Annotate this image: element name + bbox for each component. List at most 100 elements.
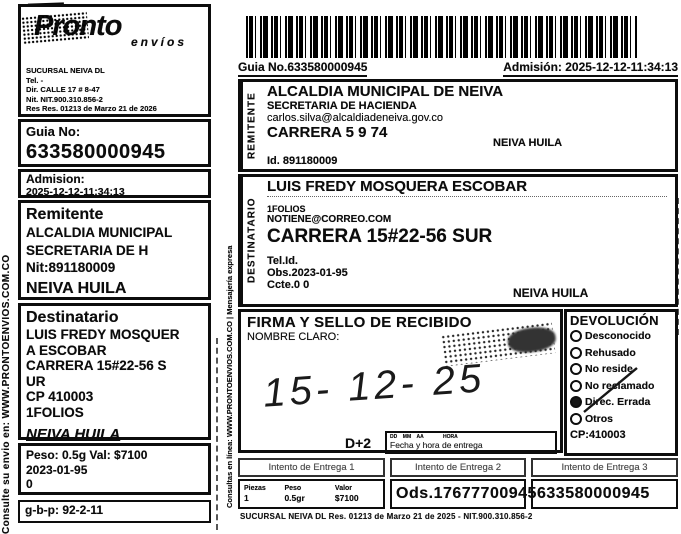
sender-name: ALCALDIA MUNICIPAL DE NEIVA: [267, 83, 504, 100]
recipient-title: Destinatario: [26, 309, 119, 326]
ods-number: Ods.17677700945: [396, 485, 537, 502]
return-title: DEVOLUCIÓN: [570, 313, 659, 328]
guia-number-box: Guia No: 633580000945: [18, 119, 211, 167]
recipient-name: LUIS FREDY MOSQUERA ESCOBAR: [267, 178, 667, 197]
recipient-obs: Obs.2023-01-95: [267, 267, 348, 279]
date-line: 2023-01-95: [26, 462, 88, 477]
admission-label: Admision:: [26, 172, 85, 186]
recipient-box-left: Destinatario LUIS FREDY MOSQUER A ESCOBA…: [18, 303, 211, 443]
sender-vertical-label: REMITENTE: [241, 82, 261, 169]
radio-icon: [570, 363, 582, 376]
guia-number-line: Guia No.633580000945: [238, 60, 368, 77]
zero-line: 0: [26, 477, 33, 491]
pieces-header: Piezas: [244, 485, 266, 492]
radio-icon: [570, 379, 582, 392]
signature-box: FIRMA Y SELLO DE RECIBIDO NOMBRE CLARO: …: [238, 309, 563, 454]
left-vertical-website-text: Consulte su envio en: WWW.PRONTOENVIOS.C…: [1, 254, 12, 534]
branch-info-box: Pronto envíos SUCURSAL NEIVA DL Tel. - D…: [18, 4, 211, 117]
guia-number-repeat: 633580000945: [537, 485, 650, 502]
handwritten-date: 15- 12- 25: [261, 356, 487, 416]
radio-icon: [570, 412, 582, 425]
footer-line: SUCURSAL NEIVA DL Res. 01213 de Marzo 21…: [240, 512, 533, 521]
sender-email: carlos.silva@alcaldiadeneiva.gov.co: [267, 112, 444, 124]
weight-value: 0.5gr: [284, 493, 305, 503]
return-option: Rehusado: [570, 345, 672, 362]
routing-code: g-b-p: 92-2-11: [25, 503, 104, 517]
attempt2-header: Intento de Entrega 2: [390, 458, 526, 477]
radio-checked-icon: [570, 396, 582, 409]
middle-vertical-website-text: Consultas en línea: WWW.PRONTOENVIOS.COM…: [225, 245, 234, 508]
recipient-city: NEIVA HUILA: [513, 286, 589, 300]
pieces-value: 1: [244, 493, 249, 503]
d-plus-2-label: D+2: [345, 435, 372, 451]
declared-value: $7100: [334, 493, 359, 503]
recipient-folios: 1FOLIOS: [267, 204, 306, 214]
branch-line: SUCURSAL NEIVA DL: [26, 66, 105, 75]
sender-line: ALCALDIA MUNICIPAL: [26, 225, 173, 240]
return-option-checked: Direc. Errada: [570, 394, 672, 411]
date-column-headers: DD MM AA HORA: [390, 434, 458, 440]
weight-header: Peso: [284, 485, 302, 492]
recipient-city: NEIVA HUILA: [26, 426, 121, 443]
sender-city: NEIVA HUILA: [493, 137, 563, 149]
recipient-address: CARRERA 15#22-56 SUR: [267, 226, 493, 247]
sender-city: NEIVA HUILA: [26, 279, 127, 297]
sender-line: Nit:891180009: [26, 260, 116, 275]
barcode: [246, 16, 638, 58]
return-reasons-box: DEVOLUCIÓN Desconocido Rehusado No resid…: [564, 309, 678, 456]
recipient-email: NOTIENE@CORREO.COM: [267, 214, 392, 225]
sender-dept: SECRETARIA DE HACIENDA: [267, 100, 417, 112]
return-option: No reclamado: [570, 378, 672, 395]
guia-number: 633580000945: [26, 141, 166, 163]
sender-line: SECRETARIA DE H: [26, 242, 149, 258]
delivery-date-caption: Fecha y hora de entrega: [390, 440, 483, 450]
admission-box: Admision: 2025-12-12-11:34:13: [18, 169, 211, 198]
admission-datetime: 2025-12-12-11:34:13: [26, 186, 125, 198]
attempt1-header: Intento de Entrega 1: [238, 458, 385, 477]
sender-title: Remitente: [26, 206, 104, 223]
attempt2-value: Ods.17677700945: [390, 479, 536, 509]
branch-line: Tel. -: [26, 75, 44, 85]
routing-code-box: g-b-p: 92-2-11: [18, 500, 211, 523]
guia-label: Guia No:: [26, 124, 81, 139]
admission-line: Admisión: 2025-12-12-11:34:13: [503, 60, 678, 77]
weight-value-box: Peso: 0.5g Val: $7100 2023-01-95 0: [18, 443, 211, 495]
recipient-vertical-label: DESTINATARIO: [241, 177, 261, 304]
halftone-texture-icon: [20, 11, 90, 45]
return-option: Desconocido: [570, 328, 672, 345]
recipient-line: UR: [26, 373, 46, 389]
value-header: Valor: [334, 485, 353, 492]
main-label: Guia No.633580000945 Admisión: 2025-12-1…: [238, 0, 678, 534]
sender-id: Id. 891180009: [267, 155, 338, 167]
return-cp: CP:410003: [570, 429, 626, 441]
weight-value-line: Peso: 0.5g Val: $7100: [26, 448, 148, 462]
recipient-line: CP 410003: [26, 389, 94, 404]
recipient-ccte: Ccte.0 0: [267, 279, 310, 291]
sender-box: REMITENTE ALCALDIA MUNICIPAL DE NEIVA SE…: [238, 79, 678, 172]
radio-icon: [570, 330, 582, 343]
recipient-tel: Tel.Id.: [267, 255, 298, 267]
attempt3-header: Intento de Entrega 3: [531, 458, 678, 477]
recipient-line: 1FOLIOS: [26, 404, 84, 420]
signature-title: FIRMA Y SELLO DE RECIBIDO: [247, 314, 472, 331]
recipient-line: CARRERA 15#22-56 S: [26, 358, 167, 373]
perforation-line: [677, 198, 679, 335]
brand-subtitle: envíos: [130, 35, 187, 49]
recipient-line: LUIS FREDY MOSQUER: [26, 327, 180, 342]
clear-name-label: NOMBRE CLARO:: [247, 331, 340, 343]
branch-line: Res Res. 01213 de Marzo 21 de 2026: [26, 104, 157, 114]
attempt3-value: 633580000945: [531, 479, 678, 509]
return-option: Otros: [570, 411, 672, 428]
sender-box-left: Remitente ALCALDIA MUNICIPAL SECRETARIA …: [18, 200, 211, 300]
label-header-row: Guia No.633580000945 Admisión: 2025-12-1…: [238, 60, 678, 77]
radio-icon: [570, 346, 582, 359]
recipient-line: A ESCOBAR: [26, 342, 107, 358]
attempt1-values: Piezas 1 Peso 0.5gr Valor $7100: [238, 479, 385, 509]
pronto-logo: Pronto envíos: [20, 10, 203, 60]
perforation-line: [216, 338, 218, 530]
sender-address: CARRERA 5 9 74: [267, 124, 388, 141]
recipient-box: DESTINATARIO LUIS FREDY MOSQUERA ESCOBAR…: [238, 174, 678, 307]
branch-line: Dir. CALLE 17 # 8-47: [26, 85, 100, 95]
return-option: No reside: [570, 361, 672, 378]
